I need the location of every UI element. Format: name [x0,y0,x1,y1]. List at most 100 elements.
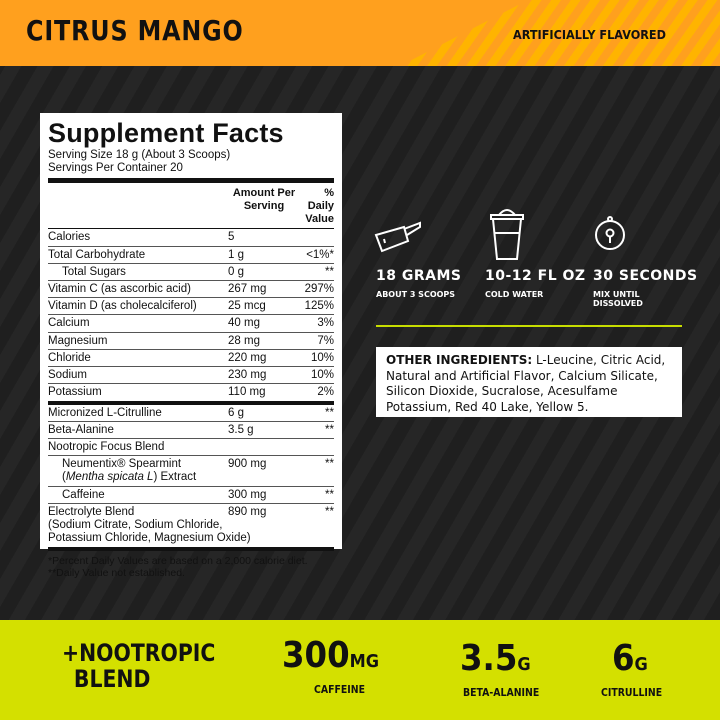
facts-title: Supplement Facts [48,118,284,148]
nutrient-name: Calcium [48,317,90,330]
nutrient-name: Neumentix® Spearmint (Mentha spicata L) E… [62,458,197,484]
nutrient-dv: ** [325,423,334,436]
artificially-flavored-label: ARTIFICIALLY FLAVORED [513,27,666,42]
direction-title: 18 GRAMS [376,268,462,284]
nutrient-dv: ** [325,488,334,501]
nutrient-dv: 2% [317,386,334,399]
nutrient-amount: 220 mg [228,351,267,364]
other-ingredients-text: L-Leucine, Citric Acid, Natural and Arti… [386,353,666,414]
facts-row: Nootropic Focus Blend [48,437,334,455]
nutrient-amount: 900 mg [228,458,267,471]
accent-divider [376,325,682,327]
nutrient-dv: 125% [304,300,334,313]
nutrient-dv: ** [325,505,334,518]
nutrient-dv: ** [325,265,334,278]
nutrient-amount: 300 mg [228,488,267,501]
caffeine-amount: 300MG [282,635,380,676]
nutrient-name: Beta-Alanine [48,423,114,436]
facts-row: Sodium 230 mg 10% [48,366,334,383]
facts-row: Chloride 220 mg 10% [48,348,334,366]
nutrient-name: Electrolyte Blend (Sodium Citrate, Sodium… [48,505,251,545]
nutrient-dv: 10% [310,369,334,382]
nutrient-amount: 110 mg [228,386,266,399]
nutrient-amount: 890 mg [228,505,267,518]
direction-title: 30 SECONDS [593,268,698,284]
nutrient-name: Potassium [48,386,102,399]
facts-row: Micronized L-Citrulline 6 g ** [48,405,334,421]
nutrient-amount: 3.5 g [228,423,254,436]
beta-alanine-label: BETA-ALANINE [463,686,540,699]
nutrient-amount: 1 g [228,248,244,261]
facts-row: Calories 5 [48,229,334,245]
nutrient-name: Total Carbohydrate [48,248,146,261]
nutrient-name: Sodium [48,369,87,382]
nutrient-dv: 7% [317,334,334,347]
shaker-icon [490,209,524,260]
nutrient-name: Nootropic Focus Blend [48,440,165,453]
nutrient-dv: 3% [317,317,334,330]
facts-row: Electrolyte Blend (Sodium Citrate, Sodium… [48,502,334,547]
facts-row: Vitamin D (as cholecalciferol) 25 mcg 125% [48,297,334,314]
direction-subtitle: ABOUT 3 SCOOPS [376,290,456,299]
direction-title: 10-12 FL OZ [485,268,586,284]
beta-alanine-amount: 3.5G [460,638,531,679]
nutrient-name: Calories [48,231,91,244]
divider [48,178,334,184]
caffeine-label: CAFFEINE [314,683,365,696]
facts-row: Total Carbohydrate 1 g <1%* [48,245,334,263]
nutrient-name: Magnesium [48,334,108,347]
supplement-facts-panel: Supplement Facts Serving Size 18 g (Abou… [40,113,342,579]
nutrient-amount [228,441,300,454]
nutrient-name: Vitamin C (as ascorbic acid) [48,283,191,296]
dv-header: % Daily Value [305,187,334,225]
nutrient-amount: 40 mg [228,317,260,330]
facts-row: Potassium 110 mg 2% [48,383,334,400]
footnote-not-established: **Daily Value not established. [48,567,185,580]
nutrient-name: Caffeine [62,488,105,501]
nutrient-amount: 6 g [228,406,244,419]
citrulline-label: CITRULLINE [601,686,663,699]
facts-row: Caffeine 300 mg ** [48,485,334,503]
facts-row: Vitamin C (as ascorbic acid) 267 mg 297% [48,280,334,297]
footnote-dv: *Percent Daily Values are based on a 2,0… [48,554,308,567]
facts-row: Calcium 40 mg 3% [48,314,334,331]
facts-header-row: Amount Per Serving % Daily Value [48,185,334,230]
serving-size: Serving Size 18 g (About 3 Scoops) [48,149,231,161]
nutrient-name: Micronized L-Citrulline [48,406,162,419]
highlight-band [0,620,720,720]
facts-row: Beta-Alanine 3.5 g ** [48,420,334,438]
nutrient-dv: ** [325,406,334,419]
footnotes: *Percent Daily Values are based on a 2,0… [48,551,334,580]
nutrient-name: Total Sugars [62,265,126,278]
flavor-title: CITRUS MANGO [26,14,244,47]
nutrient-amount: 25 mcg [228,300,266,313]
nutrient-amount: 0 g [228,265,244,278]
nutrient-name: Chloride [48,351,91,364]
divider [48,400,334,405]
nootropic-line1: +NOOTROPIC [62,639,216,667]
direction-subtitle: MIX UNTIL DISSOLVED [593,290,643,308]
amount-header: Amount Per Serving [232,187,296,213]
nutrient-dv [300,231,334,244]
header-banner: CITRUS MANGO ARTIFICIALLY FLAVORED [0,0,720,66]
nutrient-dv: 10% [310,351,334,364]
nutrient-amount: 267 mg [228,283,267,296]
other-ingredients-box: OTHER INGREDIENTS: L-Leucine, Citric Aci… [376,347,682,417]
nutrient-dv: ** [325,458,334,471]
nutrient-dv: 297% [304,283,334,296]
facts-row: Total Sugars 0 g ** [48,262,334,280]
nutrient-dv [300,441,334,454]
nutrient-name: Vitamin D (as cholecalciferol) [48,300,197,313]
timer-icon [595,216,625,250]
nootropic-blend-callout: +NOOTROPIC BLEND [62,640,215,692]
nutrient-amount: 230 mg [228,369,267,382]
other-ingredients-label: OTHER INGREDIENTS: [386,353,533,367]
facts-row: Magnesium 28 mg 7% [48,331,334,349]
nutrient-amount: 28 mg [228,334,260,347]
servings-per-container: Servings Per Container 20 [48,162,183,175]
nutrient-amount: 5 [228,231,235,244]
nutrient-dv: <1%* [306,248,334,261]
nootropic-line2: BLEND [73,665,151,693]
citrulline-amount: 6G [612,638,648,679]
direction-subtitle: COLD WATER [485,290,544,299]
